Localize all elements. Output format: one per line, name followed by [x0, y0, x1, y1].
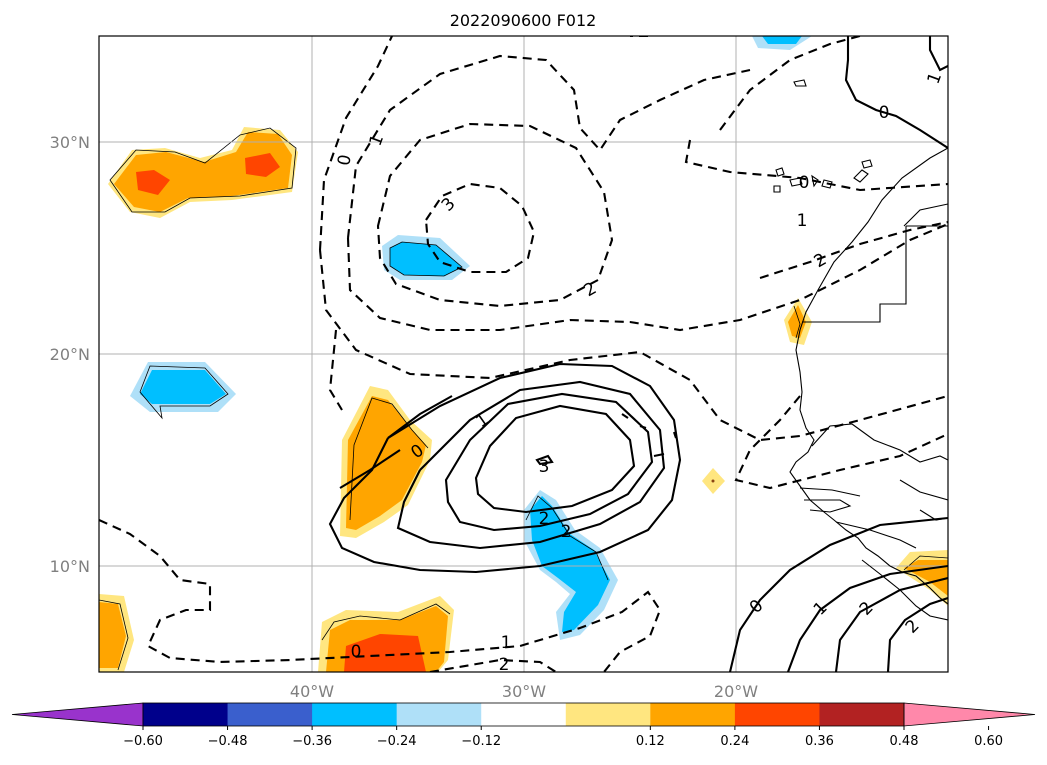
contour-label: 1 [501, 633, 512, 653]
lon-tick-label: 40°W [290, 682, 334, 701]
colorbar-tick-label: −0.12 [461, 734, 501, 749]
latitude-labels: 30°N 20°N 10°N [50, 133, 90, 576]
colorbar-tick-label: −0.24 [377, 734, 417, 749]
colorbar-tick-label: 0.36 [805, 734, 834, 749]
colorbar-box [650, 703, 736, 726]
contour-pos-1 [328, 362, 682, 574]
contour-lines [328, 36, 948, 672]
colorbar-tick-label: 0.24 [720, 734, 749, 749]
contour-label: 0 [334, 153, 356, 167]
contour-zero [387, 395, 453, 439]
lat-tick-label: 20°N [50, 345, 90, 364]
colorbar-box [734, 703, 820, 726]
colorbar-tick-label: −0.48 [208, 734, 248, 749]
colorbar-tick-label: 0.48 [890, 734, 919, 749]
contour-label: 2 [539, 509, 550, 529]
colorbar: −0.60 −0.48 −0.36 −0.24 −0.12 0.12 0.24 0.36 0.4… [11, 702, 1036, 749]
lat-tick-label: 10°N [50, 557, 90, 576]
contour-lines-dashed [99, 36, 948, 672]
colorbar-box [481, 703, 567, 726]
contour-neg-2 [376, 122, 614, 308]
contour-neg-sw [99, 519, 662, 672]
colorbar-tick-label: 0.60 [974, 734, 1003, 749]
contour-label: 2 [561, 522, 572, 542]
colorbar-box [565, 703, 651, 726]
gridlines [99, 36, 948, 672]
contour-label: 1 [797, 211, 808, 231]
lat-tick-label: 30°N [50, 133, 90, 152]
colorbar-box [227, 703, 313, 726]
colorbar-box [143, 703, 229, 726]
colorbar-box [396, 703, 482, 726]
contour-label: 3 [539, 457, 550, 477]
colorbar-box [312, 703, 398, 726]
colorbar-tick-label: −0.60 [123, 734, 163, 749]
contour-label: 2 [499, 655, 510, 675]
contour-pos-2 [396, 380, 666, 550]
canary-islands [773, 159, 873, 193]
map-area: 3 2 2 1 0 0 0 0 0 0 1 1 2 2 3 2 1 1 2 1 … [99, 36, 948, 675]
contour-neg-3 [424, 182, 536, 274]
coastlines [773, 79, 948, 621]
contour-pos-3 [444, 392, 654, 532]
longitude-labels: 40°W 30°W 20°W [290, 682, 758, 701]
colorbar-box [819, 703, 905, 726]
colorbar-tick-label: −0.36 [292, 734, 332, 749]
colorbar-tick-label: 0.12 [636, 734, 665, 749]
lon-tick-label: 30°W [502, 682, 546, 701]
map-title: 2022090600 F012 [450, 11, 597, 30]
contour-neg-1 [346, 54, 751, 239]
contour-label: 0 [879, 103, 890, 123]
colorbar-extend-low [11, 702, 144, 727]
contour-label: 0 [799, 173, 810, 193]
map-frame [98, 35, 949, 673]
colorbar-frame [142, 702, 905, 727]
lon-tick-label: 20°W [714, 682, 758, 701]
colorbar-extend-high [903, 702, 1036, 727]
contour-label: 0 [351, 642, 362, 662]
contour-pos-4 [474, 404, 636, 514]
